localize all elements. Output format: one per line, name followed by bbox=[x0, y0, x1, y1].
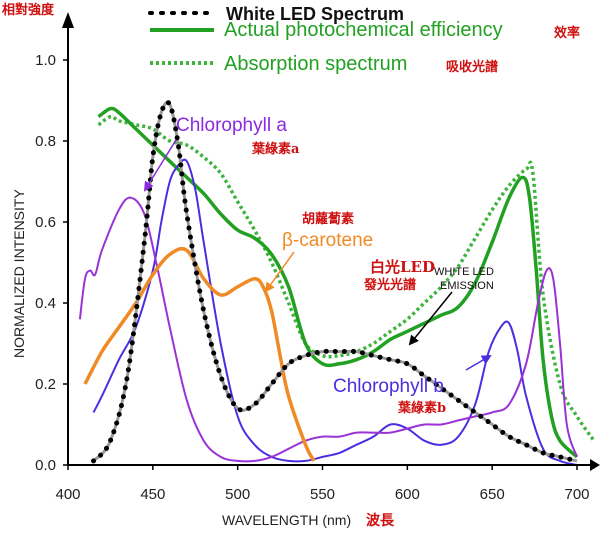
annotation-beta-carotene-zh: 胡蘿蔔素 bbox=[302, 211, 354, 227]
x-tick-label: 650 bbox=[480, 486, 505, 503]
annotation-beta-carotene: β-carotene bbox=[282, 230, 373, 251]
legend-label-photochemical: Actual photochemical efficiency bbox=[224, 19, 503, 41]
y-tick-label: 1.0 bbox=[35, 52, 56, 69]
x-tick-label: 450 bbox=[140, 486, 165, 503]
series-line-actual-photochemical-efficiency bbox=[97, 106, 579, 459]
x-axis-label-zh: 波長 bbox=[366, 512, 395, 529]
annotation-white-led-zh-2: 發光光譜 bbox=[363, 277, 416, 293]
x-axis-arrowhead bbox=[590, 459, 600, 471]
annotation-chlorophyll-b: Chlorophyll b bbox=[333, 376, 444, 397]
y-tick-label: 0.4 bbox=[35, 295, 56, 312]
series-line-chlorophyll-b bbox=[92, 158, 578, 466]
ticks-layer: 400 450 500 550 600 650 700 0.0 0.2 0.4 0.6 0.8 1.0 bbox=[35, 52, 589, 503]
x-tick-label: 550 bbox=[310, 486, 335, 503]
annotations: Chlorophyll a 葉綠素a 胡蘿蔔素 β-carotene 白光LED… bbox=[143, 115, 497, 416]
arrow-chlorophyll-a bbox=[143, 139, 177, 192]
y-axis-label: NORMALIZED INTENSITY bbox=[11, 189, 27, 358]
arrow-chlorophyll-b bbox=[465, 354, 492, 371]
arrow-white-led-emission bbox=[408, 291, 453, 346]
legend: White LED Spectrum Actual photochemical … bbox=[148, 4, 580, 75]
legend-label-photochemical-zh: 效率 bbox=[554, 25, 580, 41]
axes-layer bbox=[62, 12, 600, 471]
y-axis-label-zh: 相對強度 bbox=[2, 2, 55, 18]
annotation-white-led-emission-line1: WHITE LED bbox=[434, 266, 494, 278]
arrow-beta-carotene bbox=[264, 251, 295, 293]
x-tick-label: 500 bbox=[225, 486, 250, 503]
y-tick-label: 0.6 bbox=[35, 214, 56, 231]
series-markers-white-led-spectrum bbox=[91, 99, 580, 464]
legend-label-absorption-zh: 吸收光譜 bbox=[446, 59, 498, 75]
annotation-chlorophyll-a: Chlorophyll a bbox=[176, 115, 287, 136]
annotation-white-led-emission-line2: EMISSION bbox=[440, 280, 494, 292]
y-tick-label: 0.8 bbox=[35, 133, 56, 150]
x-axis-label: WAVELENGTH (nm) bbox=[222, 512, 351, 528]
y-axis-arrowhead bbox=[62, 12, 74, 28]
annotation-white-led-zh-1: 白光LED bbox=[370, 258, 435, 276]
legend-label-absorption: Absorption spectrum bbox=[224, 53, 407, 75]
legend-label-white-led: White LED Spectrum bbox=[226, 4, 404, 24]
series-line-chlorophyll-a bbox=[78, 196, 578, 463]
x-tick-label: 400 bbox=[55, 486, 80, 503]
series-layer bbox=[78, 99, 596, 466]
annotation-white-led-emission: WHITE LED EMISSION bbox=[434, 266, 497, 292]
x-tick-label: 700 bbox=[564, 486, 589, 503]
y-tick-label: 0.2 bbox=[35, 376, 56, 393]
annotation-chlorophyll-a-zh: 葉綠素a bbox=[251, 141, 300, 157]
x-tick-label: 600 bbox=[395, 486, 420, 503]
annotation-chlorophyll-b-zh: 葉綠素b bbox=[397, 400, 446, 416]
y-tick-label: 0.0 bbox=[35, 457, 56, 474]
